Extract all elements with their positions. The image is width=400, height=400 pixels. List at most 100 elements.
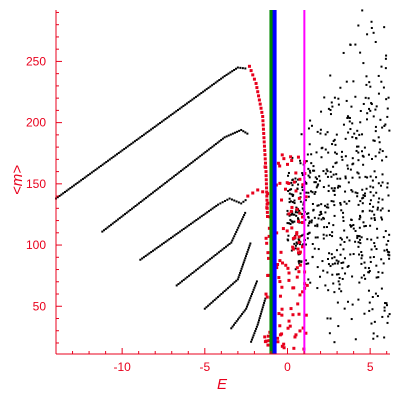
data-point xyxy=(371,210,374,213)
data-point xyxy=(304,199,307,202)
data-point xyxy=(301,290,305,294)
data-point xyxy=(382,262,385,265)
data-point xyxy=(313,192,316,195)
data-point xyxy=(278,333,282,337)
data-point xyxy=(375,105,378,108)
data-point xyxy=(318,214,321,217)
data-point xyxy=(289,307,293,311)
data-point xyxy=(189,222,192,225)
data-point xyxy=(170,236,173,239)
data-point xyxy=(289,200,292,203)
data-point xyxy=(355,149,358,152)
data-point xyxy=(127,210,130,213)
data-point xyxy=(364,192,367,195)
data-point xyxy=(249,69,253,73)
data-point xyxy=(243,259,246,262)
data-point xyxy=(346,300,349,303)
data-point xyxy=(369,199,372,202)
data-point xyxy=(219,202,222,205)
data-point xyxy=(251,290,254,293)
data-point xyxy=(331,273,334,276)
data-point xyxy=(215,204,218,207)
data-point xyxy=(193,220,196,223)
data-point xyxy=(281,227,285,231)
data-point xyxy=(263,153,267,157)
data-point xyxy=(361,210,364,213)
data-point xyxy=(159,121,162,124)
data-point xyxy=(370,26,373,29)
data-point xyxy=(80,179,83,182)
data-point xyxy=(139,136,142,139)
data-point xyxy=(101,230,104,233)
data-point xyxy=(351,275,354,278)
data-point xyxy=(368,202,371,205)
data-point xyxy=(209,147,212,150)
data-point xyxy=(319,128,322,131)
data-point xyxy=(217,251,220,254)
data-point xyxy=(374,292,377,295)
data-point xyxy=(308,222,311,225)
data-point xyxy=(326,271,329,274)
data-point xyxy=(262,136,266,140)
data-point xyxy=(315,151,318,154)
data-point xyxy=(242,311,245,314)
data-point xyxy=(196,267,199,270)
data-point xyxy=(292,213,295,216)
data-point xyxy=(330,187,333,190)
data-point xyxy=(199,155,202,158)
data-point xyxy=(359,109,362,112)
data-point xyxy=(366,112,369,115)
data-point xyxy=(188,224,191,227)
data-point xyxy=(351,190,354,193)
x-tick-label: -5 xyxy=(199,360,210,374)
data-point xyxy=(340,261,343,264)
data-point xyxy=(385,54,388,57)
data-point xyxy=(366,238,369,241)
data-point xyxy=(380,287,383,290)
data-point xyxy=(324,148,327,151)
data-point xyxy=(343,257,346,260)
data-point xyxy=(337,280,340,283)
data-point xyxy=(358,133,361,136)
data-point xyxy=(341,277,344,280)
data-point xyxy=(361,202,364,205)
data-point xyxy=(188,163,191,166)
data-point xyxy=(280,285,284,289)
data-point xyxy=(304,313,308,317)
data-point xyxy=(255,86,259,90)
data-point xyxy=(144,196,147,199)
data-point xyxy=(287,222,290,225)
data-point xyxy=(287,171,290,174)
data-point xyxy=(157,245,160,248)
data-point xyxy=(323,96,326,99)
data-point xyxy=(360,236,363,239)
data-point xyxy=(352,162,355,165)
data-point xyxy=(379,209,382,212)
data-point xyxy=(328,222,331,225)
data-point xyxy=(235,279,238,282)
data-point xyxy=(300,212,303,215)
data-point xyxy=(368,269,371,272)
data-point xyxy=(294,234,297,237)
data-point xyxy=(78,180,81,183)
data-point xyxy=(332,224,335,227)
data-point xyxy=(376,295,379,298)
data-point xyxy=(291,201,294,204)
data-point xyxy=(284,263,288,267)
data-point xyxy=(265,198,269,202)
data-point xyxy=(326,203,329,206)
data-point xyxy=(363,146,366,149)
data-point xyxy=(197,217,200,220)
data-point xyxy=(298,263,302,267)
data-point xyxy=(144,132,147,135)
data-point xyxy=(262,304,265,307)
data-point xyxy=(214,143,217,146)
data-point xyxy=(185,165,188,168)
data-point xyxy=(280,153,284,157)
data-point xyxy=(358,253,361,256)
data-point xyxy=(307,224,310,227)
data-point xyxy=(288,324,292,328)
data-point xyxy=(299,159,302,162)
data-point xyxy=(312,208,315,211)
data-point xyxy=(287,181,291,185)
